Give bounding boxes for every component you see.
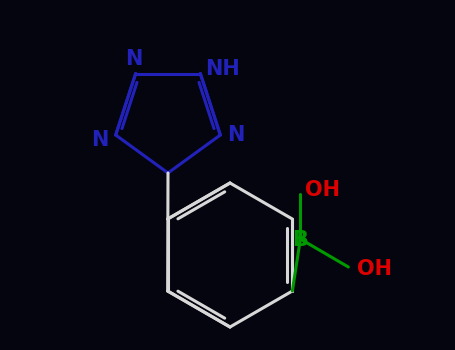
Text: N: N — [125, 49, 142, 69]
Text: OH: OH — [305, 180, 340, 200]
Text: NH: NH — [205, 58, 240, 78]
Text: N: N — [228, 125, 245, 145]
Text: OH: OH — [357, 259, 392, 279]
Text: B: B — [293, 230, 308, 250]
Text: N: N — [91, 130, 108, 150]
